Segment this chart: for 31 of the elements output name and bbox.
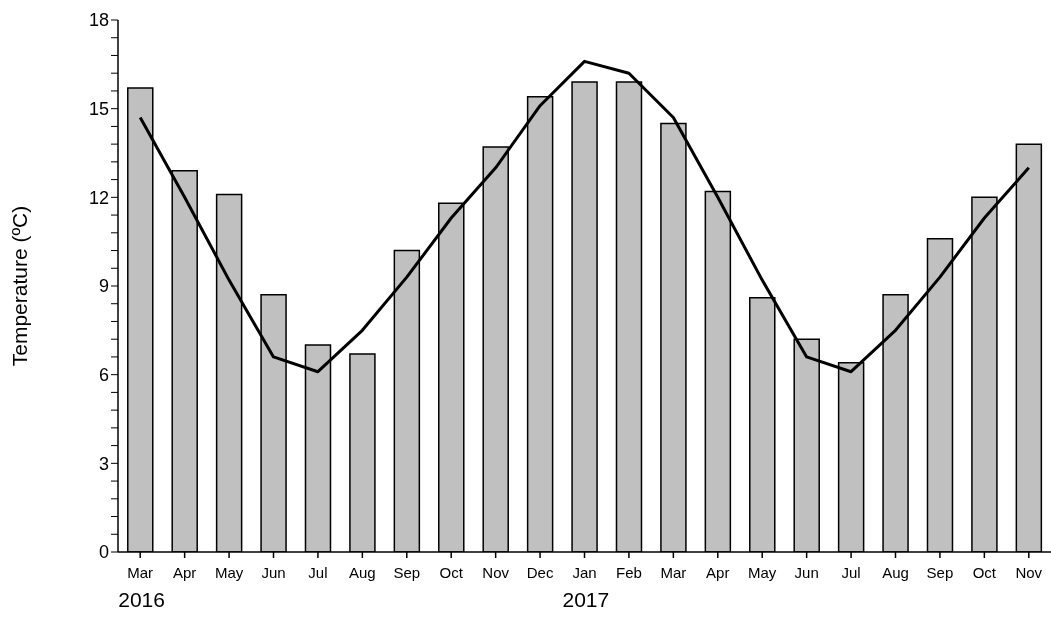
- y-tick-label: 12: [88, 187, 109, 208]
- x-tick-label: Sep: [926, 564, 954, 581]
- x-tick-label: Sep: [393, 564, 421, 581]
- x-tick-label: Jan: [572, 564, 597, 581]
- x-tick-label: May: [214, 564, 244, 581]
- text: 2016: [118, 588, 165, 611]
- x-tick-label: Aug: [882, 564, 909, 581]
- x-tick-label: Oct: [972, 564, 997, 581]
- x-tick-label: Jul: [841, 564, 861, 581]
- x-tick-label: Jul: [308, 564, 328, 581]
- x-tick-label: May: [748, 564, 777, 581]
- x-tick-label: Nov: [1015, 564, 1043, 581]
- y-tick-label: 6: [98, 365, 109, 386]
- x-tick-label: Aug: [349, 564, 376, 581]
- y-tick-label: 3: [98, 453, 109, 474]
- text: 2017: [562, 588, 610, 611]
- x-tick-label: Apr: [706, 564, 730, 581]
- x-tick-label: Dec: [526, 564, 554, 581]
- y-tick-label: 15: [88, 99, 109, 120]
- x-tick-label: Oct: [439, 564, 464, 581]
- y-tick-label: 18: [88, 10, 109, 31]
- x-tick-label: Apr: [172, 564, 197, 581]
- x-tick-label: Jun: [794, 564, 819, 581]
- x-tick-label: Mar: [660, 564, 687, 581]
- x-tick-label: Jun: [261, 564, 286, 581]
- y-tick-label: 9: [98, 276, 109, 297]
- x-tick-label: Mar: [127, 564, 154, 581]
- x-tick-label: Nov: [482, 564, 510, 581]
- y-axis-title: Temperature (ºC): [8, 205, 32, 367]
- x-tick-label: Feb: [616, 564, 642, 581]
- y-tick-label: 0: [98, 542, 109, 563]
